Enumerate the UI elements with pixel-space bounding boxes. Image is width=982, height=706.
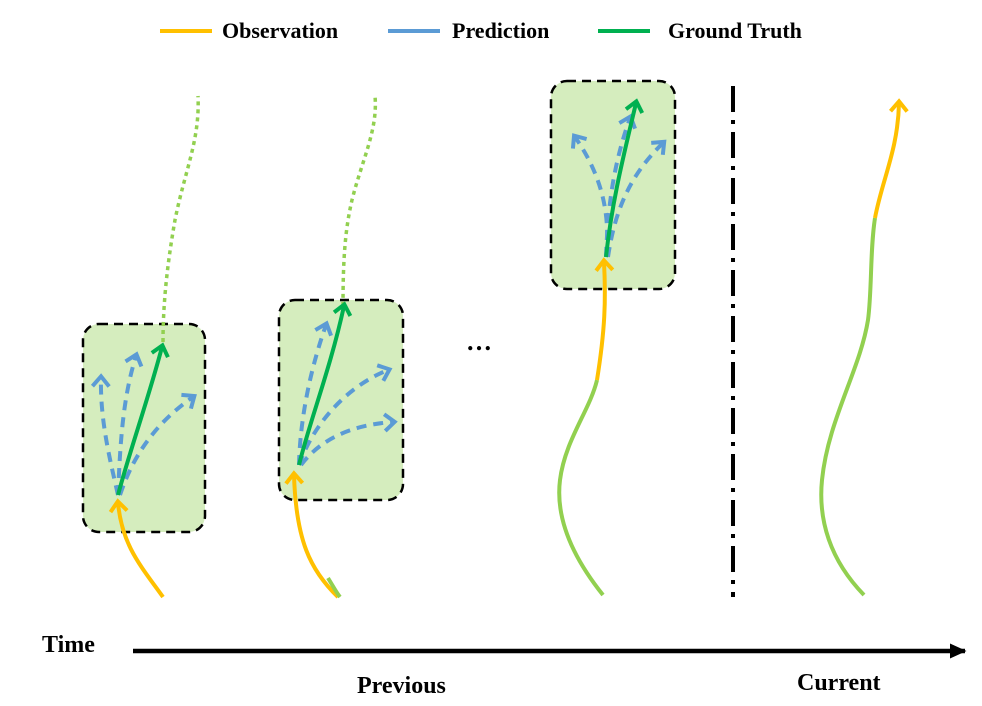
legend: Observation Prediction Ground Truth — [160, 18, 802, 43]
prediction-trajectory — [118, 392, 197, 496]
prediction-trajectory — [297, 320, 333, 466]
snapshot-3 — [549, 79, 677, 597]
observation-trajectory — [284, 470, 340, 599]
observation-trajectory — [873, 98, 909, 219]
prediction-window-box — [81, 322, 207, 534]
future-trajectory — [161, 95, 200, 343]
legend-ground-truth-label: Ground Truth — [668, 18, 802, 43]
observation-trajectory — [594, 257, 615, 381]
trajectory-tail — [326, 576, 342, 599]
past-trajectory — [819, 217, 877, 597]
prediction-trajectory — [570, 133, 610, 258]
previous-label: Previous — [357, 673, 446, 699]
snapshot-current — [819, 98, 909, 597]
snapshot-1 — [81, 95, 207, 599]
future-trajectory — [341, 95, 378, 307]
prediction-trajectory — [90, 373, 120, 496]
prediction-trajectory — [299, 412, 398, 467]
legend-observation-label: Observation — [222, 18, 338, 43]
observation-trajectory — [108, 498, 165, 599]
time-axis: Time Previous Current — [42, 632, 967, 699]
ground-truth-trajectory — [116, 342, 170, 496]
ground-truth-trajectory — [297, 301, 353, 466]
prediction-trajectory — [297, 363, 393, 466]
past-trajectory — [557, 379, 605, 597]
snapshot-2 — [277, 95, 405, 599]
legend-prediction-label: Prediction — [452, 18, 549, 43]
ellipsis: … — [466, 327, 492, 356]
ground-truth-trajectory — [604, 98, 645, 258]
prediction-trajectory — [116, 351, 144, 496]
time-axis-label: Time — [42, 632, 95, 658]
current-label: Current — [797, 670, 881, 696]
